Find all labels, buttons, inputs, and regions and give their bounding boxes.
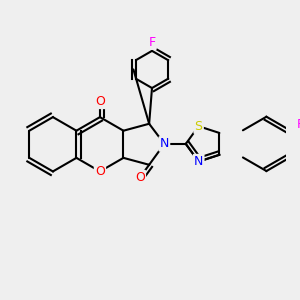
Text: O: O [135,171,145,184]
Text: O: O [95,165,105,178]
Text: N: N [160,137,169,150]
Text: F: F [296,118,300,131]
Text: N: N [194,155,203,168]
Text: S: S [195,120,203,133]
Text: O: O [95,95,105,108]
Text: F: F [148,36,156,49]
